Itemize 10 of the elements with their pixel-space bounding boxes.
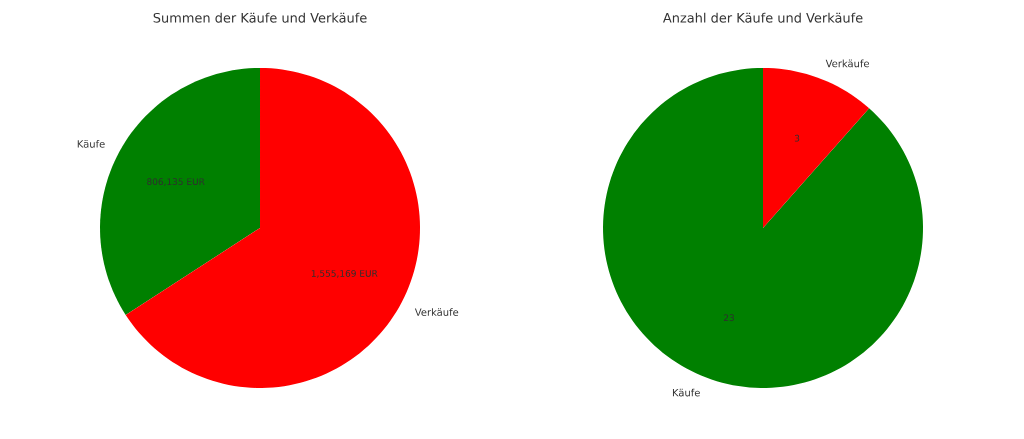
chart-title: Anzahl der Käufe und Verkäufe bbox=[662, 12, 863, 23]
slice-label: Käufe bbox=[77, 140, 105, 148]
data-label: 23 bbox=[723, 314, 734, 322]
data-label: 806,135 EUR bbox=[147, 178, 205, 186]
slice-label: Verkäufe bbox=[414, 308, 459, 316]
data-label: 3 bbox=[794, 134, 800, 142]
slice-label: Käufe bbox=[672, 388, 700, 397]
data-label: 1,555,169 EUR bbox=[311, 270, 378, 278]
slice-label: Verkäufe bbox=[825, 59, 870, 68]
chart-title: Summen der Käufe und Verkäufe bbox=[153, 12, 367, 23]
